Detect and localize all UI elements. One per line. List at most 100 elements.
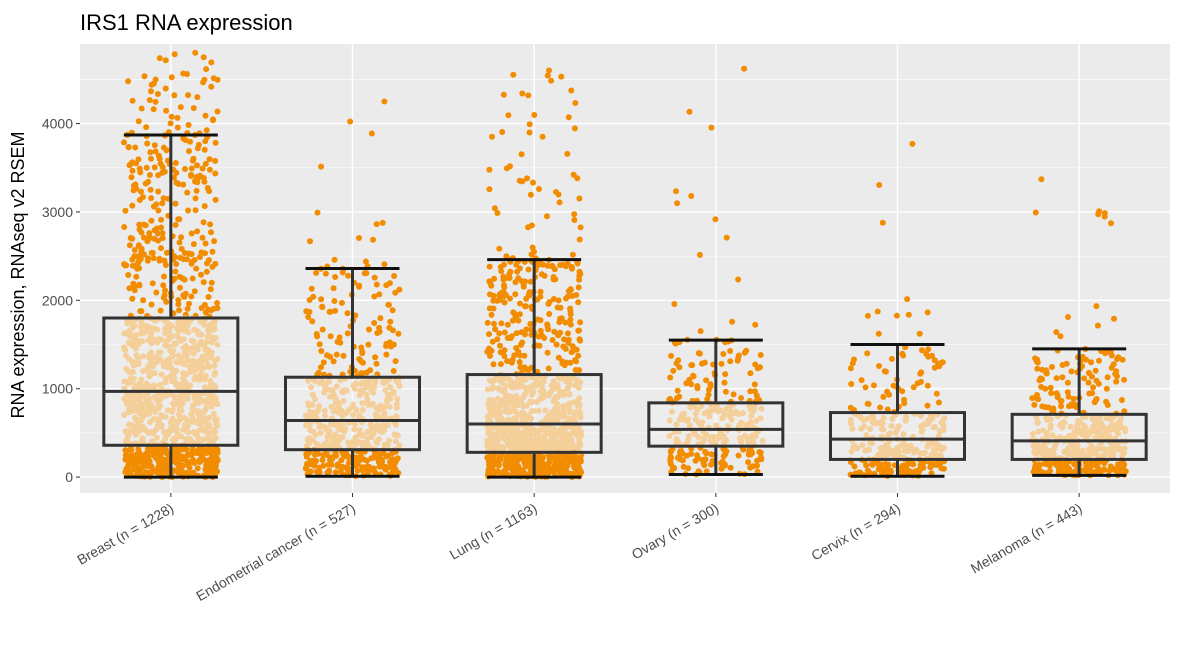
data-point	[125, 78, 132, 85]
data-point	[146, 373, 153, 380]
data-point	[146, 458, 153, 465]
data-point	[555, 191, 562, 198]
x-tick-label: Cervix (n = 294)	[808, 500, 903, 564]
data-point	[177, 337, 184, 344]
data-point	[185, 207, 192, 214]
data-point	[319, 304, 326, 311]
data-point	[178, 456, 185, 463]
data-point	[125, 272, 132, 278]
data-point	[363, 384, 369, 390]
data-point	[303, 451, 310, 458]
data-point	[312, 396, 319, 403]
data-point	[516, 359, 523, 365]
data-point	[344, 439, 351, 446]
data-point	[526, 121, 533, 128]
data-point	[316, 403, 323, 410]
data-point	[395, 330, 402, 337]
data-point	[149, 406, 156, 413]
data-point	[210, 117, 216, 124]
data-point	[130, 359, 137, 366]
data-point	[319, 326, 326, 333]
data-point	[194, 465, 201, 472]
data-point	[752, 361, 759, 368]
data-point	[576, 336, 583, 343]
data-point	[123, 330, 130, 337]
data-point	[368, 130, 375, 137]
data-point	[141, 73, 148, 80]
data-point	[121, 224, 128, 230]
data-point	[208, 279, 215, 286]
data-point	[151, 142, 158, 149]
data-point	[935, 399, 942, 406]
data-point	[916, 330, 923, 337]
y-tick-label: 0	[65, 469, 73, 485]
data-point	[123, 456, 130, 463]
data-point	[147, 186, 154, 193]
data-point	[318, 443, 324, 450]
data-point	[174, 124, 181, 131]
data-point	[1053, 390, 1060, 397]
data-point	[136, 417, 143, 423]
data-point	[186, 148, 192, 155]
data-point	[377, 315, 384, 322]
data-point	[129, 202, 136, 209]
data-point	[327, 421, 334, 428]
data-point	[350, 411, 356, 418]
data-point	[144, 140, 151, 147]
data-point	[373, 281, 380, 288]
data-point	[338, 457, 345, 464]
data-point	[175, 216, 182, 223]
data-point	[381, 413, 388, 419]
data-point	[190, 350, 197, 357]
data-point	[148, 88, 154, 95]
data-point	[558, 73, 565, 80]
data-point	[133, 345, 139, 352]
data-point	[169, 372, 176, 379]
data-point	[200, 279, 207, 286]
data-point	[162, 85, 169, 92]
data-point	[210, 410, 217, 417]
data-point	[155, 188, 162, 195]
data-point	[197, 409, 204, 416]
data-point	[676, 393, 683, 400]
data-point	[169, 421, 176, 428]
data-point	[159, 200, 166, 207]
data-point	[347, 118, 354, 125]
data-point	[501, 347, 508, 354]
data-point	[177, 395, 184, 402]
data-point	[189, 405, 196, 412]
data-point	[518, 151, 525, 158]
data-point	[171, 92, 178, 99]
data-point	[146, 410, 153, 417]
y-tick-label: 3000	[42, 204, 73, 220]
data-point	[550, 274, 557, 280]
data-point	[389, 460, 396, 467]
data-point	[132, 385, 139, 391]
data-point	[325, 461, 332, 468]
data-point	[501, 261, 507, 268]
data-point	[136, 398, 143, 404]
data-point	[212, 428, 219, 435]
data-point	[924, 382, 931, 389]
data-point	[504, 321, 511, 328]
data-point	[567, 316, 574, 323]
data-point	[562, 319, 569, 326]
data-point	[864, 312, 871, 319]
data-point	[339, 299, 345, 306]
data-point	[1059, 374, 1066, 381]
data-point	[128, 174, 135, 181]
data-point	[675, 357, 682, 364]
data-point	[865, 401, 872, 407]
data-point	[162, 330, 169, 337]
data-point	[695, 350, 702, 357]
data-point	[531, 112, 538, 118]
data-point	[150, 416, 157, 423]
y-tick-label: 2000	[42, 292, 73, 308]
data-point	[904, 296, 911, 303]
data-point	[212, 196, 219, 203]
data-point	[569, 348, 576, 355]
data-point	[925, 353, 932, 360]
data-point	[381, 98, 388, 105]
data-point	[380, 450, 387, 457]
data-point	[330, 358, 337, 365]
